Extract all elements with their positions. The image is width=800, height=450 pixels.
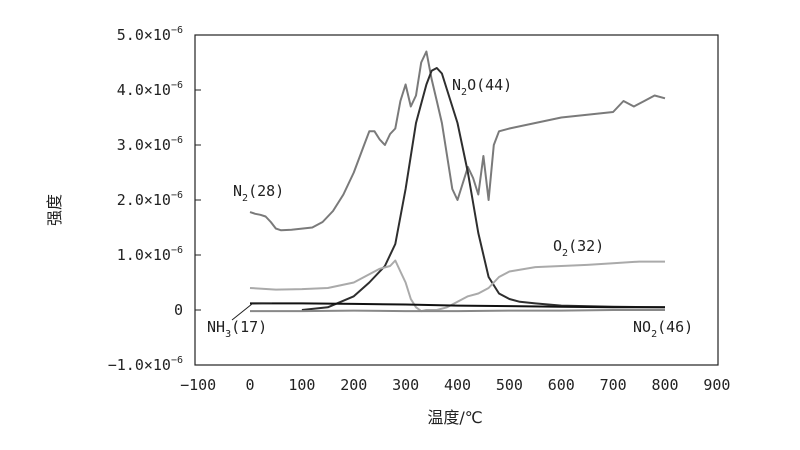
x-tick-label: 800 — [651, 376, 678, 394]
nh3-leader-line — [231, 302, 273, 321]
y-tick-label: 0 — [174, 301, 183, 319]
y-tick-label: −1.0×10−6 — [108, 355, 183, 374]
series-line-n2-28 — [249, 50, 666, 232]
series-label-n2-28: N2(28) — [233, 182, 284, 204]
y-tick-label: 2.0×10−6 — [117, 190, 183, 209]
series-label-n2o-44: N2O(44) — [452, 76, 512, 98]
y-tick-label: 1.0×10−6 — [117, 245, 183, 264]
x-tick-label: 400 — [444, 376, 471, 394]
x-tick-label: 900 — [703, 376, 730, 394]
series-label-o2-32: O2(32) — [553, 237, 604, 259]
x-tick-label: 300 — [392, 376, 419, 394]
x-tick-label: 600 — [548, 376, 575, 394]
x-tick-label: 700 — [600, 376, 627, 394]
x-tick-label: 500 — [496, 376, 523, 394]
y-tick-label: 4.0×10−6 — [117, 80, 183, 99]
series-label-nh3-17: NH3(17) — [207, 318, 267, 340]
series-line-n2o-44 — [301, 67, 666, 311]
x-tick-label: 100 — [288, 376, 315, 394]
x-tick-label: 200 — [340, 376, 367, 394]
series-line-nh3-17 — [250, 302, 665, 309]
x-tick-label: −100 — [180, 376, 216, 394]
series-line-no2-46 — [250, 309, 665, 313]
y-tick-label: 3.0×10−6 — [117, 135, 183, 154]
y-tick-label: 5.0×10−6 — [117, 25, 183, 44]
y-axis-title: 强度 — [45, 194, 64, 226]
series-line-o2-32 — [249, 259, 665, 313]
x-axis-title: 温度/℃ — [427, 408, 482, 427]
series-label-no2-46: NO2(46) — [633, 318, 693, 340]
x-tick-label: 0 — [245, 376, 254, 394]
